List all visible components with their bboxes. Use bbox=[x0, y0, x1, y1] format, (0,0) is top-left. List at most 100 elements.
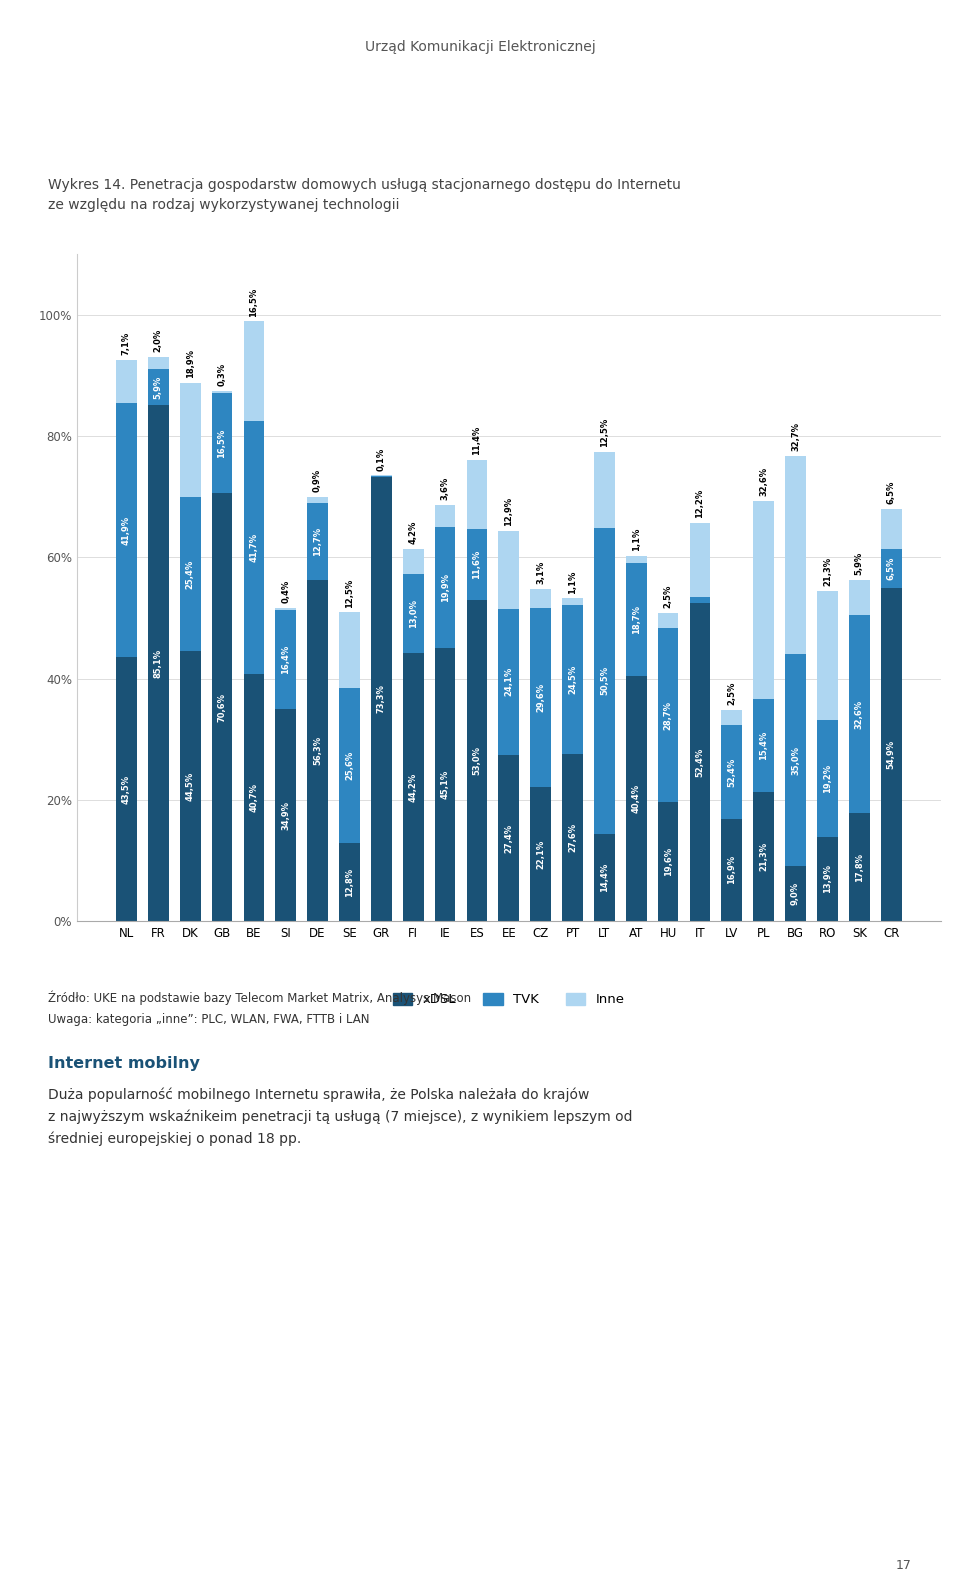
Bar bbox=[276, 710, 296, 921]
Text: 24,5%: 24,5% bbox=[568, 665, 577, 694]
Bar bbox=[754, 699, 774, 792]
Text: 25,6%: 25,6% bbox=[345, 751, 354, 780]
Bar bbox=[658, 802, 679, 921]
Text: 27,4%: 27,4% bbox=[504, 824, 514, 853]
Text: 41,7%: 41,7% bbox=[250, 534, 258, 562]
Bar bbox=[754, 500, 774, 699]
Text: 5,9%: 5,9% bbox=[854, 551, 864, 575]
Text: 21,3%: 21,3% bbox=[823, 557, 832, 586]
Text: 15,4%: 15,4% bbox=[759, 730, 768, 759]
Bar bbox=[817, 721, 838, 837]
Text: 19,9%: 19,9% bbox=[441, 573, 449, 602]
Text: 0,9%: 0,9% bbox=[313, 468, 323, 492]
Bar bbox=[849, 616, 870, 813]
Text: 19,2%: 19,2% bbox=[823, 764, 832, 792]
Text: 32,6%: 32,6% bbox=[759, 467, 768, 495]
Bar bbox=[339, 613, 360, 688]
Legend: xDSL, TVK, Inne: xDSL, TVK, Inne bbox=[388, 988, 630, 1012]
Bar bbox=[211, 391, 232, 392]
Bar bbox=[498, 608, 519, 754]
Text: 0,3%: 0,3% bbox=[218, 364, 227, 386]
Bar bbox=[817, 591, 838, 721]
Text: 5,9%: 5,9% bbox=[154, 375, 163, 399]
Bar bbox=[563, 754, 583, 921]
Bar bbox=[722, 710, 742, 726]
Bar bbox=[307, 503, 328, 580]
Text: 18,7%: 18,7% bbox=[632, 605, 640, 634]
Bar bbox=[148, 357, 169, 370]
Text: 41,9%: 41,9% bbox=[122, 516, 131, 545]
Bar bbox=[307, 580, 328, 921]
Text: 13,0%: 13,0% bbox=[409, 599, 418, 629]
Text: 11,6%: 11,6% bbox=[472, 549, 481, 580]
Text: 6,5%: 6,5% bbox=[887, 557, 896, 580]
Text: 54,9%: 54,9% bbox=[887, 740, 896, 769]
Text: 44,2%: 44,2% bbox=[409, 772, 418, 802]
Text: 2,5%: 2,5% bbox=[663, 584, 673, 608]
Bar bbox=[626, 676, 647, 921]
Bar bbox=[849, 580, 870, 616]
Bar bbox=[307, 497, 328, 503]
Text: 21,3%: 21,3% bbox=[759, 842, 768, 872]
Text: 1,1%: 1,1% bbox=[632, 527, 640, 551]
Text: Internet mobilny: Internet mobilny bbox=[48, 1056, 200, 1070]
Bar bbox=[594, 834, 614, 921]
Bar bbox=[180, 651, 201, 921]
Text: Źródło: UKE na podstawie bazy Telecom Market Matrix, Analysys Mason: Źródło: UKE na podstawie bazy Telecom Ma… bbox=[48, 991, 471, 1005]
Text: 13,9%: 13,9% bbox=[823, 864, 832, 894]
Text: 19,6%: 19,6% bbox=[663, 846, 673, 877]
Bar bbox=[626, 562, 647, 676]
Text: 1,1%: 1,1% bbox=[568, 570, 577, 594]
Bar bbox=[785, 456, 806, 654]
Bar bbox=[467, 529, 488, 600]
Bar bbox=[180, 383, 201, 497]
Bar bbox=[785, 867, 806, 921]
Text: 22,1%: 22,1% bbox=[537, 840, 545, 869]
Bar bbox=[881, 588, 901, 921]
Text: 6,5%: 6,5% bbox=[887, 481, 896, 505]
Bar bbox=[403, 575, 423, 653]
Bar bbox=[116, 403, 136, 657]
Bar bbox=[116, 657, 136, 921]
Text: 32,7%: 32,7% bbox=[791, 422, 800, 451]
Text: 14,4%: 14,4% bbox=[600, 862, 609, 892]
Text: 11,4%: 11,4% bbox=[472, 426, 481, 456]
Text: 45,1%: 45,1% bbox=[441, 770, 449, 799]
Text: 25,4%: 25,4% bbox=[185, 559, 195, 589]
Text: 17,8%: 17,8% bbox=[854, 853, 864, 881]
Text: 24,1%: 24,1% bbox=[504, 667, 514, 697]
Text: 32,6%: 32,6% bbox=[854, 700, 864, 729]
Bar bbox=[594, 451, 614, 527]
Bar bbox=[435, 505, 455, 527]
Bar bbox=[244, 675, 264, 921]
Bar bbox=[689, 597, 710, 603]
Bar bbox=[785, 654, 806, 867]
Text: 16,5%: 16,5% bbox=[218, 429, 227, 457]
Bar bbox=[276, 608, 296, 610]
Text: 12,5%: 12,5% bbox=[600, 418, 609, 446]
Bar bbox=[244, 321, 264, 421]
Bar bbox=[563, 599, 583, 605]
Text: 29,6%: 29,6% bbox=[537, 683, 545, 711]
Bar bbox=[148, 405, 169, 921]
Bar bbox=[467, 461, 488, 529]
Text: 9,0%: 9,0% bbox=[791, 883, 800, 905]
Bar bbox=[881, 549, 901, 588]
Text: 2,5%: 2,5% bbox=[728, 681, 736, 705]
Bar bbox=[435, 527, 455, 648]
Text: 40,7%: 40,7% bbox=[250, 783, 258, 811]
Text: 73,3%: 73,3% bbox=[377, 684, 386, 713]
Text: Wykres 14. Penetracja gospodarstw domowych usługą stacjonarnego dostępu do Inter: Wykres 14. Penetracja gospodarstw domowy… bbox=[48, 178, 681, 192]
Bar bbox=[754, 792, 774, 921]
Bar bbox=[530, 788, 551, 921]
Text: 17: 17 bbox=[896, 1559, 912, 1572]
Bar bbox=[817, 837, 838, 921]
Bar bbox=[467, 600, 488, 921]
Text: 3,1%: 3,1% bbox=[537, 561, 545, 584]
Bar bbox=[244, 421, 264, 675]
Text: 16,9%: 16,9% bbox=[728, 856, 736, 885]
Bar bbox=[403, 653, 423, 921]
Text: 28,7%: 28,7% bbox=[663, 700, 673, 730]
Text: 44,5%: 44,5% bbox=[185, 772, 195, 800]
Bar bbox=[658, 629, 679, 802]
